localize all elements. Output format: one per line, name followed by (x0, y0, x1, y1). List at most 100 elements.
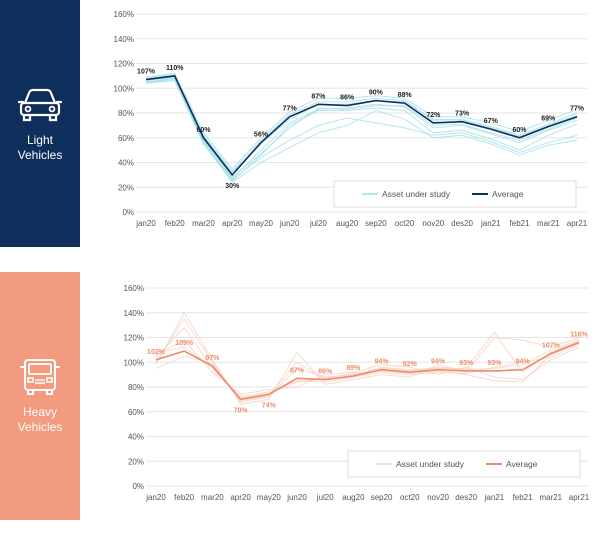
y-tick-label: 0% (132, 482, 144, 491)
y-tick-label: 100% (124, 358, 144, 367)
y-tick-label: 40% (118, 159, 134, 168)
y-tick-label: 60% (128, 408, 144, 417)
average-series-line (145, 75, 578, 177)
x-tick-label: mar21 (539, 493, 562, 502)
x-tick-label: jul20 (309, 219, 327, 228)
average-data-label: 107% (137, 69, 156, 76)
x-tick-label: aug20 (336, 219, 359, 228)
asset-series-line (145, 77, 578, 181)
average-data-label: 93% (487, 360, 502, 367)
car-icon (17, 88, 63, 121)
x-tick-label: sep20 (365, 219, 387, 228)
average-data-label: 77% (283, 106, 298, 113)
average-data-label: 107% (542, 343, 561, 350)
y-tick-label: 160% (124, 284, 144, 293)
y-tick-label: 0% (122, 208, 134, 217)
x-tick-label: jan21 (484, 493, 505, 502)
chart-legend: Asset under study Average (347, 450, 581, 478)
average-data-label: 86% (318, 369, 333, 376)
x-tick-label: jan20 (135, 219, 156, 228)
average-data-label: 94% (375, 359, 390, 366)
x-tick-label: apr21 (569, 493, 590, 502)
y-tick-label: 20% (128, 457, 144, 466)
average-data-label: 69% (541, 116, 556, 123)
average-data-label: 102% (147, 349, 166, 356)
heavy-vehicles-chart: 0% 20% 40% 60% 80% 100% 120% 140% 160% jan20 feb20… (80, 276, 599, 516)
x-tick-label: mar20 (201, 493, 224, 502)
truck-icon (20, 359, 60, 395)
x-tick-label: des20 (455, 493, 477, 502)
y-tick-label: 80% (128, 383, 144, 392)
x-tick-label: jun20 (286, 493, 307, 502)
average-data-label: 90% (369, 90, 384, 97)
x-tick-label: oct20 (395, 219, 415, 228)
x-tick-label: jan21 (480, 219, 501, 228)
average-data-label: 67% (484, 118, 499, 125)
average-data-label: 94% (431, 359, 446, 366)
y-tick-label: 160% (114, 10, 134, 19)
x-tick-label: jun20 (279, 219, 300, 228)
average-data-label: 94% (516, 359, 531, 366)
average-data-label: 87% (311, 93, 326, 100)
average-data-label: 30% (225, 183, 240, 190)
legend-label-average: Average (506, 459, 538, 469)
average-data-label: 60% (513, 127, 528, 134)
average-data-label: 109% (175, 340, 194, 347)
light-vehicles-label: Light Vehicles (17, 132, 63, 162)
average-data-label: 97% (205, 355, 220, 362)
x-tick-label: aug20 (342, 493, 365, 502)
legend-label-asset: Asset under study (382, 189, 451, 199)
asset-series-line (145, 75, 578, 174)
y-tick-label: 60% (118, 134, 134, 143)
y-tick-label: 140% (114, 35, 134, 44)
x-tick-label: nov20 (422, 219, 444, 228)
average-data-label: 92% (403, 361, 418, 368)
heavy-vehicles-label: Heavy Vehicles (17, 405, 63, 434)
average-data-label: 60% (196, 127, 211, 134)
average-data-label: 89% (346, 365, 361, 372)
x-tick-label: feb20 (174, 493, 195, 502)
x-tick-label: des20 (451, 219, 473, 228)
x-tick-label: jan20 (145, 493, 166, 502)
y-tick-label: 40% (128, 433, 144, 442)
y-tick-label: 120% (124, 334, 144, 343)
x-tick-label: feb20 (165, 219, 186, 228)
light-vehicles-panel: Light Vehicles (0, 0, 80, 247)
average-data-label: 56% (254, 132, 269, 139)
chart-legend: Asset under study Average (333, 180, 577, 208)
y-tick-label: 120% (114, 60, 134, 69)
average-data-label: 116% (570, 331, 588, 338)
asset-series-line (145, 74, 578, 172)
x-tick-label: may20 (257, 493, 282, 502)
x-tick-label: sep20 (371, 493, 393, 502)
x-tick-label: may20 (249, 219, 274, 228)
x-tick-label: jul20 (316, 493, 334, 502)
light-vehicles-chart-svg: 0% 20% 40% 60% 80% 100% 120% 140% 160% jan20 feb20… (114, 10, 588, 228)
x-tick-label: apr20 (222, 219, 243, 228)
average-data-label: 74% (262, 402, 277, 409)
y-tick-label: 80% (118, 109, 134, 118)
asset-series-line (155, 339, 580, 395)
legend-label-asset: Asset under study (396, 459, 465, 469)
x-tick-label: oct20 (400, 493, 420, 502)
average-data-label: 93% (459, 360, 474, 367)
average-series-line (155, 341, 580, 401)
asset-series-line (155, 331, 580, 402)
heavy-vehicles-chart-svg: 0% 20% 40% 60% 80% 100% 120% 140% 160% jan20 feb20… (124, 284, 590, 502)
average-data-label: 88% (398, 92, 413, 99)
average-data-label: 70% (234, 407, 249, 414)
x-tick-label: feb21 (510, 219, 531, 228)
average-data-label: 86% (340, 95, 355, 102)
average-data-label: 110% (166, 65, 184, 72)
average-data-label: 77% (570, 106, 585, 113)
average-data-label: 73% (455, 111, 470, 118)
asset-series-line (145, 72, 578, 170)
x-tick-label: nov20 (427, 493, 449, 502)
x-tick-label: apr21 (567, 219, 588, 228)
average-data-label: 72% (426, 112, 441, 119)
asset-series-line (145, 77, 578, 180)
y-tick-label: 100% (114, 84, 134, 93)
y-tick-label: 140% (124, 309, 144, 318)
heavy-vehicles-panel: Heavy Vehicles (0, 272, 80, 520)
legend-label-average: Average (492, 189, 524, 199)
